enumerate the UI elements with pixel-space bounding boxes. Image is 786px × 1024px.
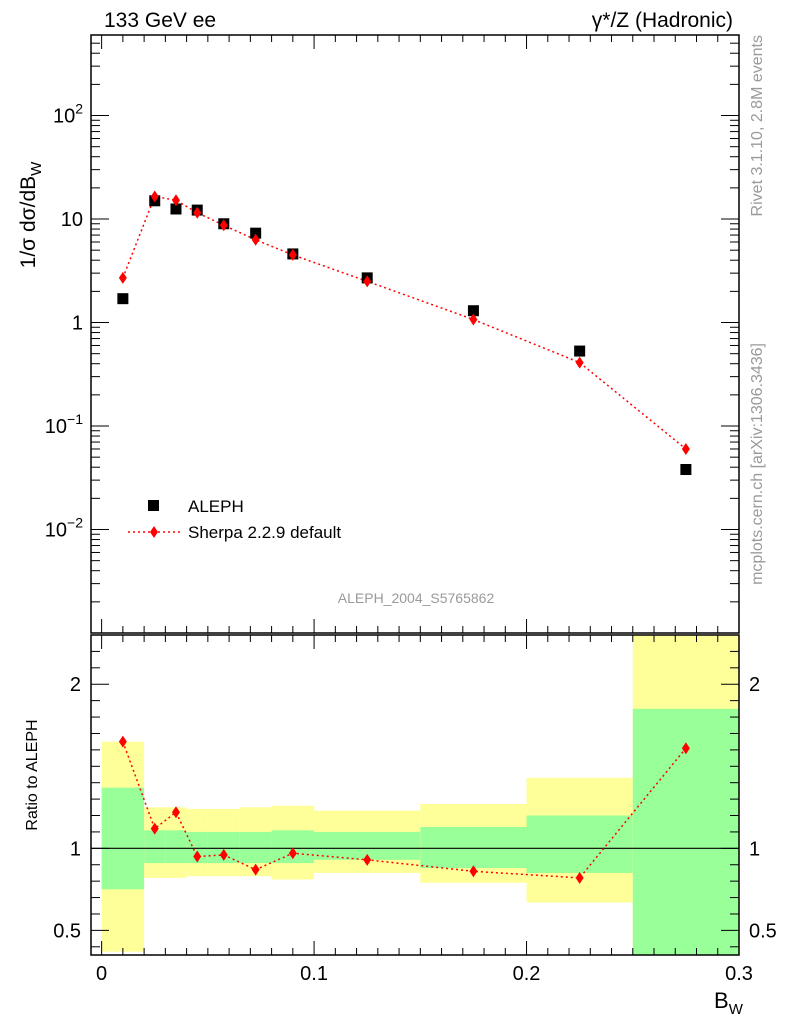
mcplots-label: mcplots.cern.ch [arXiv:1306.3436] xyxy=(749,343,766,585)
ratio-ylabel: Ratio to ALEPH xyxy=(24,719,41,830)
aleph-point xyxy=(117,293,129,305)
ratio-sherpa-point xyxy=(193,850,202,863)
ratio-sherpa-point xyxy=(681,742,690,755)
sherpa-point xyxy=(219,219,228,232)
sherpa-point xyxy=(150,190,159,203)
ratio-panel: 0 0.1 0.2 0.3 0.5 0.5 1 1 2 2 xyxy=(53,634,777,985)
top-frame xyxy=(90,34,740,634)
sherpa-point xyxy=(193,206,202,219)
y-tick-label: 102 xyxy=(53,101,83,128)
ratio-sherpa-point xyxy=(288,847,297,860)
rivet-label: Rivet 3.1.10, 2.8M events xyxy=(749,35,766,216)
aleph-point xyxy=(574,345,586,357)
svg-text:BW: BW xyxy=(714,988,744,1018)
legend-sherpa-marker xyxy=(150,526,158,538)
header-left-label: 133 GeV ee xyxy=(104,9,216,32)
uncertainty-bands xyxy=(101,635,739,955)
aleph-point xyxy=(680,464,692,476)
y-tick-label: 10−1 xyxy=(45,411,83,438)
ratio-y-tick-label: 1 xyxy=(70,838,81,860)
top-panel: 10−2 10−1 1 10 102 xyxy=(45,34,740,634)
y-tick-label: 10−2 xyxy=(45,515,83,542)
green-band-bin xyxy=(239,831,272,864)
ratio-frame xyxy=(90,634,740,956)
sherpa-point xyxy=(363,275,372,288)
aleph-point xyxy=(467,305,479,317)
legend-aleph-marker xyxy=(148,500,159,511)
x-tick-label: 0.2 xyxy=(513,963,541,985)
green-band-bin xyxy=(186,831,208,864)
x-tick-label: 0.1 xyxy=(300,963,328,985)
ratio-sherpa-point xyxy=(363,853,372,866)
ratio-sherpa-point xyxy=(118,735,127,748)
green-band-bin xyxy=(101,787,145,890)
y-tick-label: 1 xyxy=(72,313,83,335)
sherpa-point xyxy=(681,442,690,455)
x-tick-label: 0.3 xyxy=(725,963,753,985)
y-tick-label: 10 xyxy=(61,209,83,231)
ratio-sherpa-point xyxy=(171,806,180,819)
green-band-bin xyxy=(420,827,527,869)
ratio-y-tick-label-right: 2 xyxy=(749,674,760,696)
ratio-sherpa-point xyxy=(575,871,584,884)
ratio-y-tick-label: 0.5 xyxy=(53,920,81,942)
ratio-sherpa-point xyxy=(251,863,260,876)
ratio-y-tick-label-right: 0.5 xyxy=(749,920,777,942)
ratio-sherpa-point xyxy=(469,865,478,878)
x-tick-label: 0 xyxy=(96,963,107,985)
x-axis-label: BW xyxy=(714,988,744,1018)
sherpa-point xyxy=(575,356,584,369)
green-band-bin xyxy=(165,830,187,864)
legend: ALEPH Sherpa 2.2.9 default xyxy=(128,497,341,542)
header-right-label: γ*/Z (Hadronic) xyxy=(592,9,733,32)
sherpa-point xyxy=(118,271,127,284)
green-band-bin xyxy=(526,815,633,873)
legend-sherpa-label: Sherpa 2.2.9 default xyxy=(188,523,341,542)
top-ylabel: 1/σ dσ/dBW xyxy=(17,161,45,268)
ratio-y-tick-label-right: 1 xyxy=(749,838,760,860)
legend-aleph-label: ALEPH xyxy=(188,497,244,516)
sherpa-line xyxy=(122,195,687,450)
sherpa-point xyxy=(251,233,260,246)
sherpa-point xyxy=(469,313,478,326)
analysis-watermark: ALEPH_2004_S5765862 xyxy=(338,590,495,606)
ratio-y-tick-label: 2 xyxy=(70,674,81,696)
aleph-point xyxy=(170,203,182,215)
sherpa-point xyxy=(288,248,297,261)
svg-text:1/σ dσ/dBW: 1/σ dσ/dBW xyxy=(17,161,45,268)
aleph-point xyxy=(250,227,262,239)
green-band-bin xyxy=(144,830,166,864)
ratio-sherpa-point xyxy=(219,848,228,861)
ratio-sherpa-point xyxy=(150,822,159,835)
sherpa-point xyxy=(171,194,180,207)
